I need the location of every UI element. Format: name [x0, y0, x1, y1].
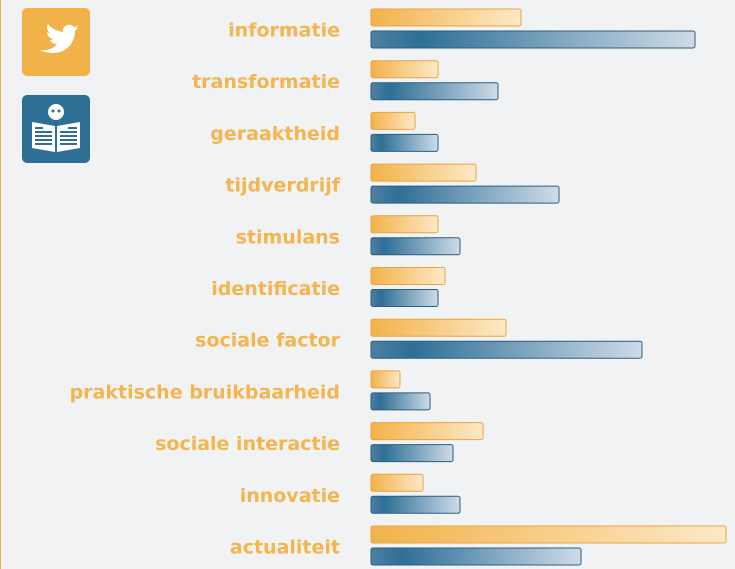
bar [370, 392, 431, 411]
bar [370, 318, 507, 337]
bar [370, 444, 454, 463]
bar [370, 267, 446, 285]
twitter-icon [22, 8, 90, 76]
bar [370, 495, 461, 514]
category-label: innovatie [240, 485, 340, 507]
category-label: stimulans [236, 226, 340, 248]
bar [370, 525, 727, 544]
bar [370, 185, 560, 204]
bar [370, 8, 522, 27]
bar [370, 370, 401, 389]
bar [370, 340, 643, 359]
bar [370, 289, 439, 307]
category-label: transformatie [192, 71, 340, 93]
bar [370, 215, 439, 234]
category-label: identificatie [211, 278, 340, 300]
category-label: tijdverdrijf [225, 175, 340, 197]
category-label: praktische bruikbaarheid [70, 381, 340, 403]
bar [370, 163, 477, 182]
bar [370, 237, 461, 256]
bar [370, 82, 499, 101]
bar [370, 473, 424, 492]
bar [370, 547, 582, 566]
newspaper-icon [22, 95, 90, 163]
category-label: sociale factor [195, 330, 340, 352]
category-label: informatie [228, 20, 340, 42]
bar [370, 111, 416, 130]
category-label: actualiteit [230, 537, 340, 559]
category-label: geraaktheid [210, 123, 340, 145]
bar [370, 60, 439, 79]
bar [370, 30, 696, 49]
bar [370, 133, 439, 152]
bar [370, 422, 484, 441]
category-label: sociale interactie [155, 433, 340, 455]
